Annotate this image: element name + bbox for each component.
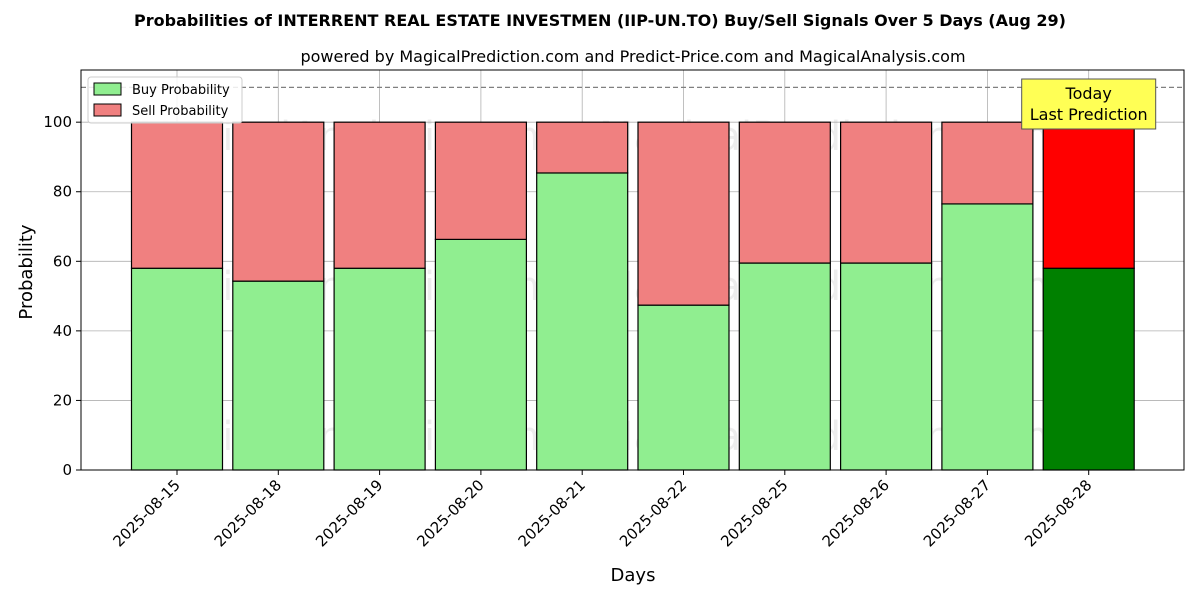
annotation-line2: Last Prediction xyxy=(1030,105,1148,124)
x-tick-label: 2025-08-18 xyxy=(211,476,285,550)
y-tick-label: 20 xyxy=(53,391,72,409)
sell-bar xyxy=(232,121,325,282)
buy-bar xyxy=(130,267,224,471)
buy-bar xyxy=(637,304,730,471)
annotation-line1: Today xyxy=(1065,84,1112,103)
x-tick-label: 2025-08-27 xyxy=(920,476,994,550)
today-annotation: Today Last Prediction xyxy=(1021,78,1157,130)
y-tick-label: 0 xyxy=(62,461,72,479)
sell-bar xyxy=(941,121,1034,205)
sell-bar xyxy=(536,121,629,174)
sell-bar xyxy=(637,121,730,306)
y-tick-label: 60 xyxy=(53,252,72,270)
bars xyxy=(130,121,1135,471)
buy-bar xyxy=(434,238,527,471)
x-tick-label: 2025-08-28 xyxy=(1021,476,1095,550)
sell-bar xyxy=(738,121,831,264)
sell-bar xyxy=(839,121,933,264)
y-tick-label: 80 xyxy=(53,183,72,201)
x-tick-label: 2025-08-26 xyxy=(819,476,893,550)
sell-bar xyxy=(130,121,224,269)
chart-subtitle: powered by MagicalPrediction.com and Pre… xyxy=(300,47,965,66)
x-tick-label: 2025-08-21 xyxy=(515,476,589,550)
buy-bar xyxy=(1042,267,1135,471)
y-axis-label: Probability xyxy=(16,224,37,319)
buy-bar xyxy=(941,203,1034,471)
legend-swatch xyxy=(93,103,122,117)
x-tick-label: 2025-08-22 xyxy=(616,476,690,550)
plot-frame xyxy=(80,69,1185,471)
x-tick-label: 2025-08-25 xyxy=(717,476,791,550)
x-tick-label: 2025-08-20 xyxy=(413,476,487,550)
sell-bar xyxy=(1042,121,1135,269)
y-tick-label: 40 xyxy=(53,322,72,340)
annotation-box xyxy=(1021,78,1157,130)
y-tick-label: 100 xyxy=(43,113,72,131)
legend-label: Buy Probability xyxy=(132,83,230,98)
buy-bar xyxy=(536,172,629,471)
legend: Buy Probability Sell Probability xyxy=(87,76,243,124)
buy-bar xyxy=(738,262,831,471)
legend-label: Sell Probability xyxy=(132,104,229,119)
sell-bar xyxy=(434,121,527,240)
buy-bar xyxy=(333,267,426,471)
legend-box xyxy=(87,76,243,124)
x-axis-label: Days xyxy=(611,565,656,586)
sell-bar xyxy=(333,121,426,269)
buy-bar xyxy=(839,262,933,471)
x-tick-label: 2025-08-19 xyxy=(312,476,386,550)
chart-title: Probabilities of INTERRENT REAL ESTATE I… xyxy=(134,11,1066,30)
x-tick-label: 2025-08-15 xyxy=(109,476,183,550)
legend-swatch xyxy=(93,82,122,96)
buy-bar xyxy=(232,280,325,471)
